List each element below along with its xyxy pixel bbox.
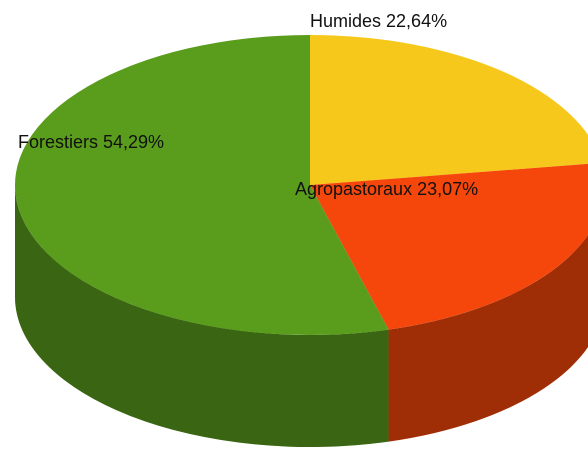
slice-side-group <box>15 185 389 447</box>
data-label: Humides 22,64% <box>310 11 447 31</box>
slice-side <box>15 185 389 447</box>
data-label-value: 23,07% <box>417 179 478 199</box>
slice <box>310 35 588 185</box>
slice <box>15 35 389 335</box>
slice-side <box>388 235 588 442</box>
data-label-name: Forestiers <box>18 132 98 152</box>
slice <box>310 163 588 330</box>
slice-side-shade <box>388 235 588 442</box>
slice-side-group <box>388 235 588 442</box>
data-label-value: 22,64% <box>386 11 447 31</box>
data-label-value: 54,29% <box>103 132 164 152</box>
data-label: Forestiers 54,29% <box>18 132 164 152</box>
data-label-name: Agropastoraux <box>295 179 412 199</box>
data-label-name: Humides <box>310 11 381 31</box>
data-label: Agropastoraux 23,07% <box>295 179 478 199</box>
slice-side-shade <box>15 185 389 447</box>
